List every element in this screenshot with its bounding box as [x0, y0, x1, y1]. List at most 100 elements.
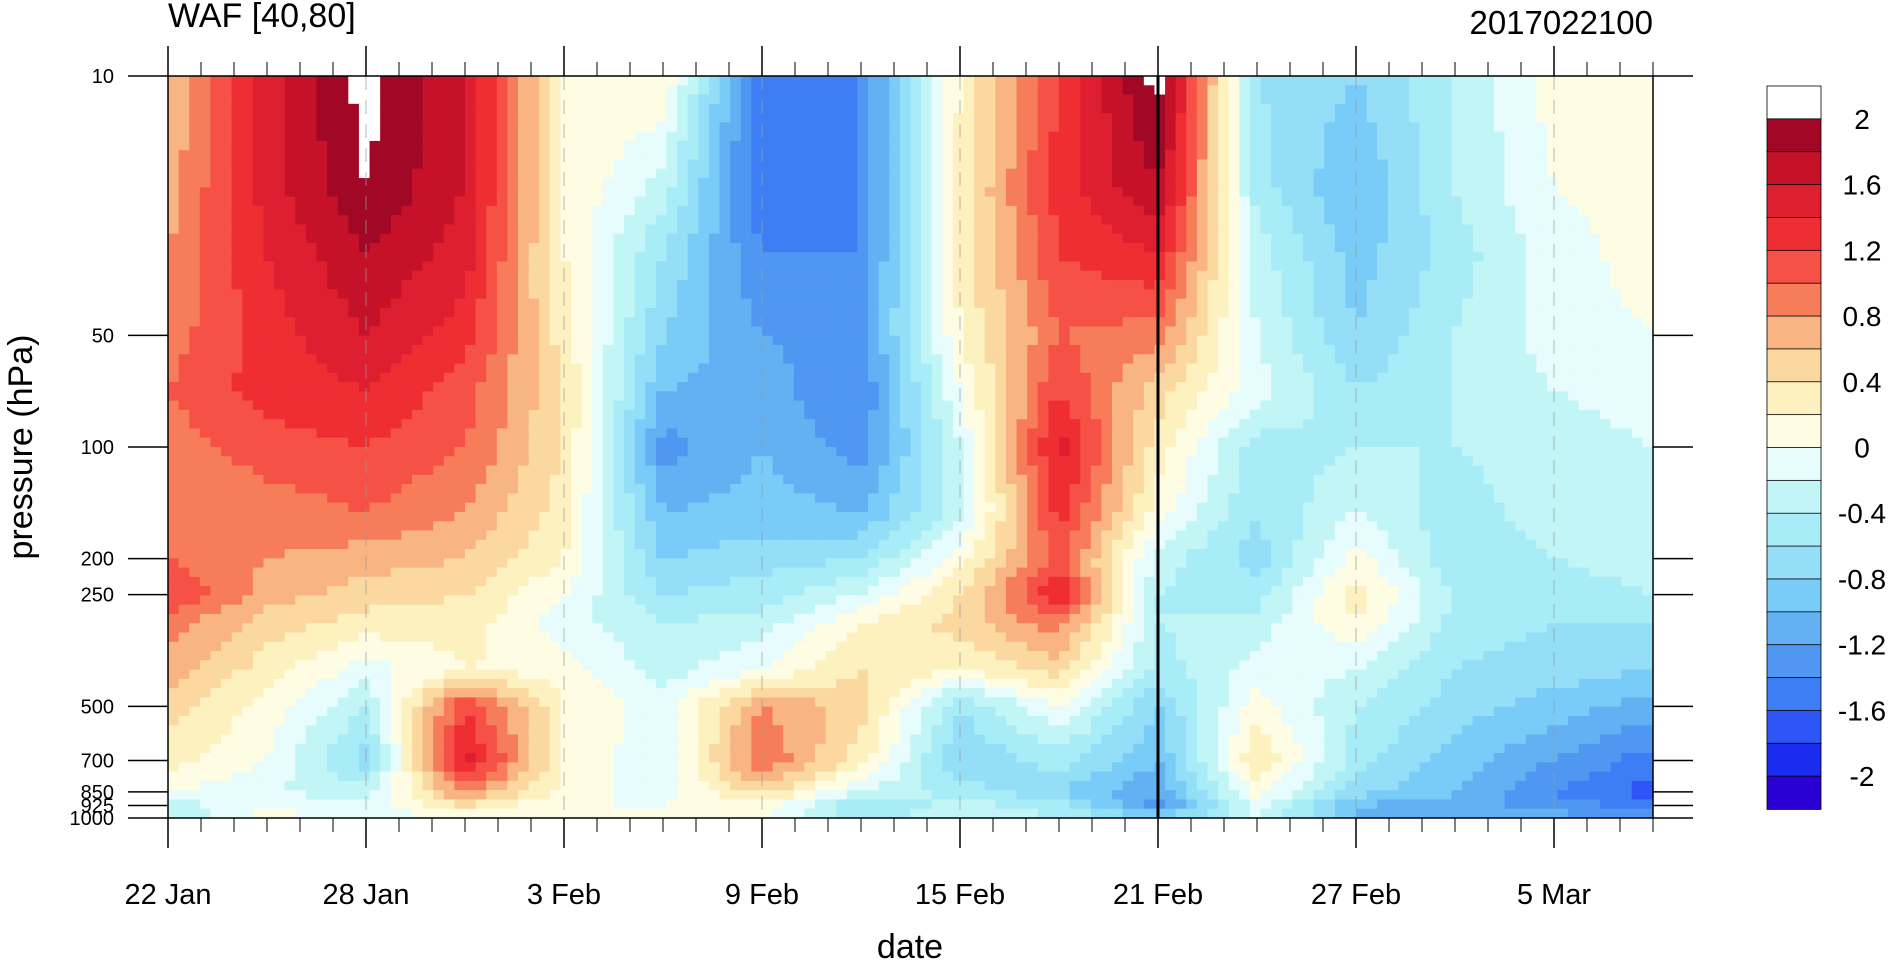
heatmap-cell — [740, 391, 752, 402]
heatmap-cell — [1090, 159, 1103, 170]
heatmap-cell — [422, 150, 434, 161]
heatmap-cell — [984, 85, 996, 96]
heatmap-cell — [666, 205, 678, 216]
heatmap-cell — [210, 140, 222, 151]
heatmap-cell — [528, 113, 540, 123]
heatmap-cell — [1515, 159, 1527, 170]
heatmap-cell — [952, 307, 965, 318]
heatmap-cell — [1112, 76, 1124, 86]
heatmap-cell — [231, 187, 243, 198]
heatmap-cell — [698, 382, 710, 392]
heatmap-cell — [730, 103, 742, 114]
heatmap-cell — [1462, 280, 1474, 290]
heatmap-cell — [634, 391, 646, 402]
heatmap-cell — [1302, 344, 1315, 355]
heatmap-cell — [475, 178, 487, 188]
heatmap-cell — [1249, 85, 1262, 96]
heatmap-cell — [783, 326, 795, 337]
heatmap-cell — [1207, 363, 1219, 374]
heatmap-cell — [815, 252, 827, 263]
heatmap-cell — [242, 382, 254, 392]
heatmap-cell — [1302, 140, 1315, 151]
heatmap-cell — [1228, 289, 1240, 300]
heatmap-cell — [1578, 344, 1590, 355]
heatmap-cell — [231, 307, 243, 318]
heatmap-cell — [963, 326, 975, 337]
heatmap-cell — [952, 354, 965, 365]
heatmap-cell — [1525, 326, 1537, 337]
heatmap-cell — [581, 270, 593, 281]
heatmap-cell — [1345, 270, 1357, 281]
heatmap-cell — [274, 205, 286, 216]
heatmap-cell — [1462, 252, 1474, 263]
heatmap-cell — [634, 326, 646, 337]
heatmap-cell — [602, 335, 615, 346]
heatmap-cell — [337, 382, 349, 392]
heatmap-cell — [1409, 113, 1421, 123]
heatmap-cell — [1356, 298, 1368, 309]
heatmap-cell — [1451, 382, 1463, 392]
heatmap-cell — [1239, 215, 1251, 226]
heatmap-cell — [507, 178, 519, 188]
heatmap-cell — [1313, 252, 1325, 263]
heatmap-cell — [762, 215, 774, 226]
heatmap-cell — [942, 400, 954, 411]
heatmap-cell — [974, 159, 986, 170]
heatmap-cell — [1154, 178, 1166, 188]
heatmap-cell — [719, 159, 731, 170]
heatmap-cell — [1377, 261, 1389, 272]
heatmap-cell — [1419, 326, 1431, 337]
heatmap-cell — [846, 372, 859, 383]
heatmap-cell — [231, 150, 243, 161]
heatmap-cell — [1260, 205, 1272, 216]
heatmap-cell — [1101, 307, 1113, 318]
heatmap-cell — [337, 150, 349, 161]
heatmap-cell — [295, 94, 307, 105]
heatmap-cell — [602, 168, 615, 179]
heatmap-cell — [1377, 187, 1389, 198]
heatmap-cell — [1377, 372, 1389, 383]
heatmap-cell — [1515, 335, 1527, 346]
heatmap-cell — [1546, 289, 1559, 300]
heatmap-cell — [1207, 224, 1219, 235]
heatmap-cell — [1037, 317, 1049, 328]
heatmap-cell — [1048, 85, 1060, 96]
heatmap-cell — [1334, 205, 1346, 216]
heatmap-cell — [1239, 187, 1251, 198]
heatmap-cell — [836, 326, 848, 337]
heatmap-cell — [210, 354, 222, 365]
heatmap-cell — [1069, 363, 1081, 374]
heatmap-cell — [1112, 335, 1124, 346]
heatmap-cell — [518, 363, 530, 374]
heatmap-cell — [772, 298, 784, 309]
heatmap-cell — [868, 103, 880, 114]
heatmap-cell — [1578, 113, 1590, 123]
heatmap-cell — [486, 400, 498, 411]
heatmap-cell — [1101, 252, 1113, 263]
heatmap-cell — [1525, 344, 1537, 355]
heatmap-cell — [634, 252, 646, 263]
heatmap-cell — [496, 94, 509, 105]
heatmap-cell — [974, 382, 986, 392]
heatmap-cell — [857, 363, 869, 374]
heatmap-cell — [1387, 159, 1400, 170]
heatmap-cell — [1642, 391, 1653, 402]
heatmap-cell — [613, 307, 625, 318]
heatmap-cell — [210, 270, 222, 281]
heatmap-cell — [1642, 289, 1653, 300]
heatmap-cell — [475, 372, 487, 383]
heatmap-cell — [1090, 168, 1103, 179]
heatmap-cell — [1515, 85, 1527, 96]
heatmap-cell — [316, 159, 328, 170]
heatmap-cell — [719, 289, 731, 300]
heatmap-cell — [1090, 289, 1103, 300]
heatmap-cell — [762, 307, 774, 318]
heatmap-cell — [327, 122, 339, 133]
heatmap-cell — [1451, 372, 1463, 383]
heatmap-cell — [687, 298, 699, 309]
heatmap-cell — [390, 205, 402, 216]
heatmap-cell — [772, 261, 784, 272]
heatmap-cell — [465, 150, 477, 161]
heatmap-cell — [1302, 215, 1315, 226]
heatmap-cell — [1440, 94, 1453, 105]
